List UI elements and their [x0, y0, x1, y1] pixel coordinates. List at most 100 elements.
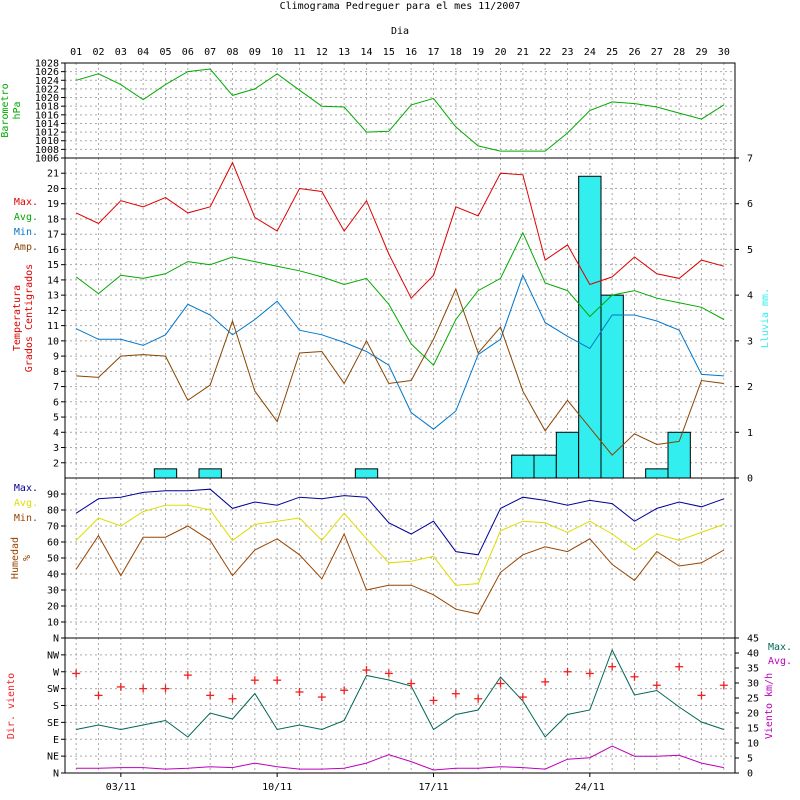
rain-axis-title: Lluvia mm. [760, 288, 771, 348]
direction-tick-label: S [53, 701, 59, 712]
rain-axis-tick-label: 6 [747, 199, 753, 210]
humidity-legend-entry: Min. [14, 513, 38, 524]
rain-axis-tick-label: 7 [747, 154, 753, 165]
wind-speed-axis-tick-label: 15 [747, 724, 759, 735]
direction-tick-label: E [53, 735, 59, 746]
day-tick-label: 09 [249, 47, 261, 58]
day-tick-label: 04 [137, 47, 149, 58]
wind-speed-axis-tick-label: 35 [747, 664, 759, 675]
temperature-axis-tick-label: 8 [53, 367, 59, 378]
grid-layer [65, 62, 735, 774]
day-tick-label: 29 [695, 47, 707, 58]
direction-tick-label: N [53, 769, 59, 780]
chart-title: Climograma Pedreguer para el mes 11/2007 [280, 1, 521, 12]
rain-bar [153, 468, 178, 479]
pressure-axis-tick-label: 1016 [35, 110, 59, 121]
bottom-date-label: 24/11 [575, 782, 605, 793]
humidity-line-min [75, 525, 725, 615]
rain-axis-tick-label: 5 [747, 245, 753, 256]
rain-bar [533, 454, 557, 479]
wind-speed-axis-tick-label: 40 [747, 649, 759, 660]
pressure-axis-tick-label: 1028 [35, 59, 59, 70]
temperature-axis-tick-label: 21 [47, 169, 59, 180]
wind-speed-axis-title: Viento km/h [764, 673, 775, 739]
pressure-axis-tick-label: 1020 [35, 93, 59, 104]
day-tick-label: 03 [115, 47, 127, 58]
pressure-axis-title: hPa [12, 101, 23, 119]
temperature-axis-title: Grados Centigrados [24, 264, 35, 372]
humidity-axis-tick-label: 40 [47, 570, 59, 581]
temperature-axis-tick-label: 20 [47, 184, 59, 195]
rain-bar [578, 175, 602, 479]
humidity-line-avg [75, 504, 725, 586]
wind-direction-axis-title: Dir. viento [6, 673, 17, 739]
pressure-axis-tick-label: 1010 [35, 136, 59, 147]
temperature-axis-tick-label: 19 [47, 199, 59, 210]
day-tick-label: 24 [584, 47, 596, 58]
rain-axis-tick-label: 2 [747, 382, 753, 393]
pressure-axis-tick-label: 1018 [35, 102, 59, 113]
temperature-axis-tick-label: 12 [47, 306, 59, 317]
temperature-axis-tick-label: 18 [47, 214, 59, 225]
day-tick-label: 06 [182, 47, 194, 58]
wind-legend-entry: Avg. [768, 656, 792, 667]
pressure-axis-tick-label: 1024 [35, 76, 59, 87]
wind-speed-line-max [76, 648, 724, 738]
labels-layer: 01 02 03 04 05 06 07 08 09 10 11 12 13 14 15 16 17 18 19 20… [0, 47, 792, 793]
day-tick-label: 15 [383, 47, 395, 58]
day-tick-label: 30 [718, 47, 730, 58]
temperature-axis-tick-label: 16 [47, 245, 59, 256]
temperature-axis-tick-label: 14 [47, 275, 59, 286]
pressure-axis-tick-label: 1006 [35, 154, 59, 165]
rain-axis-tick-label: 1 [747, 428, 753, 439]
day-tick-label: 19 [472, 47, 484, 58]
direction-tick-label: SE [47, 718, 59, 729]
rain-bar [600, 294, 624, 479]
temperature-legend-entry: Amp. [14, 242, 38, 253]
day-tick-label: 17 [427, 47, 439, 58]
rain-bar [667, 431, 691, 479]
temperature-axis-tick-label: 15 [47, 260, 59, 271]
day-tick-label: 12 [316, 47, 328, 58]
day-tick-label: 01 [70, 47, 82, 58]
pressure-line [76, 68, 725, 152]
wind-panel-frame [64, 637, 736, 774]
temperature-axis-tick-label: 4 [53, 428, 59, 439]
rain-axis-tick-label: 4 [747, 291, 753, 302]
temperature-line-max [75, 161, 724, 300]
rain-axis-tick-label: 3 [747, 336, 753, 347]
day-tick-label: 05 [159, 47, 171, 58]
temperature-line-amp [76, 287, 724, 456]
wind-speed-axis-tick-label: 10 [747, 739, 759, 750]
temperature-legend-entry: Min. [14, 227, 38, 238]
humidity-axis-tick-label: 20 [47, 602, 59, 613]
humidity-axis-tick-label: 70 [47, 522, 59, 533]
pressure-axis-tick-label: 1026 [35, 67, 59, 78]
temperature-line-avg [75, 231, 725, 367]
humidity-axis-tick-label: 10 [47, 618, 59, 629]
day-tick-label: 07 [204, 47, 216, 58]
temperature-axis-tick-label: 11 [47, 321, 59, 332]
humidity-axis-tick-label: 80 [47, 506, 59, 517]
day-tick-label: 22 [539, 47, 551, 58]
pressure-axis-tick-label: 1012 [35, 128, 59, 139]
frames-layer [61, 62, 739, 777]
day-tick-label: 20 [494, 47, 506, 58]
rain-bar [198, 468, 222, 479]
rain-axis-tick-label: 0 [747, 474, 753, 485]
temperature-axis-tick-label: 9 [53, 352, 59, 363]
humidity-legend-entry: Max. [14, 483, 38, 494]
wind-speed-axis-tick-label: 30 [747, 679, 759, 690]
temperature-axis-tick-label: 13 [47, 291, 59, 302]
humidity-line-max [75, 488, 725, 556]
humidity-axis-tick-label: 50 [47, 554, 59, 565]
humidity-axis-tick-label: 90 [47, 490, 59, 501]
wind-speed-axis-tick-label: 20 [747, 709, 759, 720]
pressure-axis-tick-label: 1014 [35, 119, 59, 130]
rain-bar [555, 431, 580, 479]
day-tick-label: 23 [561, 47, 573, 58]
pressure-axis-tick-label: 1022 [35, 84, 59, 95]
wind-speed-axis-tick-label: 5 [747, 754, 753, 765]
wind-speed-axis-tick-label: 45 [747, 634, 759, 645]
